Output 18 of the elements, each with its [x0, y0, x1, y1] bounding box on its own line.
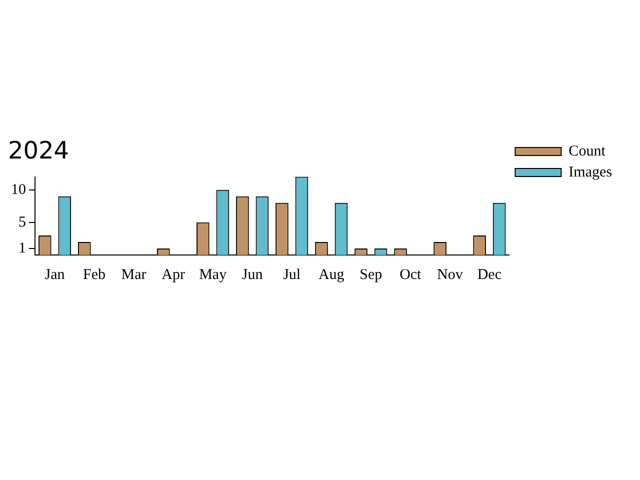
x-tick-label: Jul	[283, 266, 301, 283]
y-tick-label: 5	[18, 214, 26, 230]
x-tick-label: Oct	[400, 266, 422, 283]
legend-label: Images	[568, 164, 612, 180]
x-tick-label: Feb	[83, 266, 106, 283]
x-tick-label: Jun	[242, 266, 264, 283]
y-tick-label: 1	[18, 240, 26, 256]
x-tick-label: Jan	[44, 266, 66, 283]
x-tick-label: Nov	[436, 266, 464, 283]
x-tick-label: Aug	[318, 266, 345, 283]
y-tick-label: 10	[11, 182, 26, 198]
x-tick-label: Mar	[121, 266, 146, 283]
x-tick-label: May	[199, 266, 228, 283]
x-tick-label: Apr	[162, 266, 185, 283]
x-tick-label: Sep	[360, 266, 382, 283]
legend-label: Count	[568, 143, 606, 160]
x-tick-label: Dec	[477, 266, 502, 283]
chart-title: 2024	[8, 136, 70, 165]
